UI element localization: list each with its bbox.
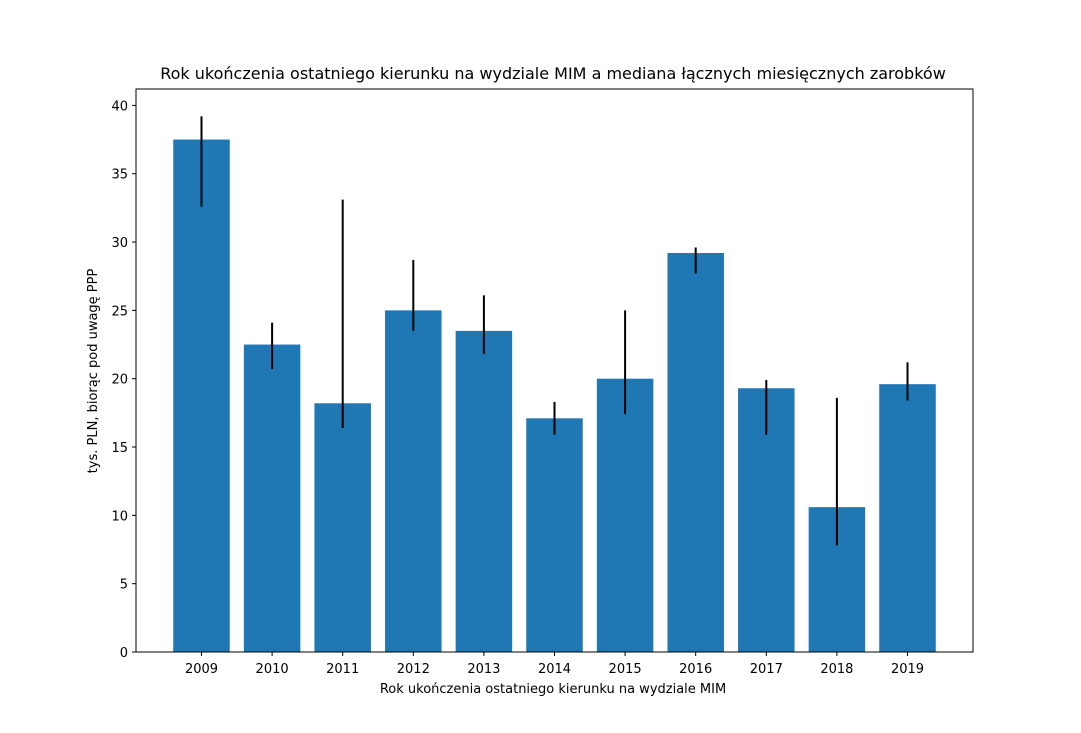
chart-title: Rok ukończenia ostatniego kierunku na wy… [160,64,946,83]
x-tick-label: 2013 [467,662,500,677]
y-tick-label: 0 [120,646,128,661]
bar-2015 [596,378,654,652]
y-axis-label: tys. PLN, biorąc pod uwagę PPP [86,269,101,474]
bar-2014 [526,418,583,652]
x-tick-label: 2017 [750,662,783,677]
y-tick-label: 40 [111,99,128,114]
y-tick-label: 5 [120,578,128,593]
bar-2010 [243,344,301,652]
bar-2013 [455,330,513,652]
bar-2019 [879,384,936,652]
bar-2009 [173,139,230,653]
bar-2011 [314,403,371,652]
bars-group [173,139,936,653]
y-tick-label: 25 [111,304,128,319]
x-tick-label: 2016 [679,662,712,677]
x-tick-label: 2009 [185,662,218,677]
y-tick-label: 35 [111,168,128,183]
x-tick-label: 2010 [256,662,289,677]
y-tick-label: 20 [111,373,128,388]
bar-2016 [667,252,724,652]
x-tick-label: 2015 [609,662,642,677]
y-tick-label: 30 [111,236,128,251]
y-tick-label: 15 [111,441,128,456]
x-tick-label: 2014 [538,662,571,677]
y-axis: 0 5 10 15 20 25 30 35 40 [111,99,136,661]
x-axis-label: Rok ukończenia ostatniego kierunku na wy… [380,682,726,697]
x-tick-label: 2012 [397,662,430,677]
x-tick-label: 2011 [326,662,359,677]
y-tick-label: 10 [111,509,128,524]
x-tick-label: 2019 [891,662,924,677]
x-axis: 2009 2010 2011 2012 2013 2014 2015 2016 2017 2018… [185,652,924,677]
x-tick-label: 2018 [820,662,853,677]
errorbars-group [200,116,909,546]
bar-2012 [385,310,442,652]
